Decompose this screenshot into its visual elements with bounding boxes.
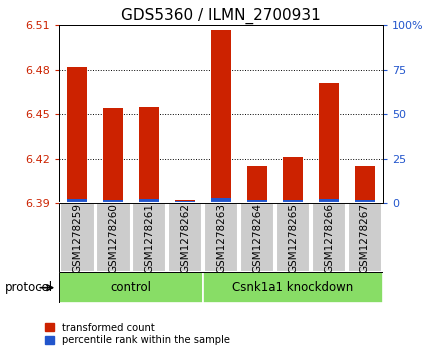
Text: protocol: protocol bbox=[4, 281, 52, 294]
Text: GSM1278267: GSM1278267 bbox=[360, 203, 370, 273]
Bar bbox=[283, 200, 303, 203]
Text: Csnk1a1 knockdown: Csnk1a1 knockdown bbox=[232, 281, 354, 294]
Bar bbox=[175, 201, 195, 203]
Bar bbox=[103, 109, 123, 203]
Text: control: control bbox=[111, 281, 152, 294]
Bar bbox=[211, 198, 231, 203]
Bar bbox=[67, 199, 87, 203]
Text: GSM1278263: GSM1278263 bbox=[216, 203, 226, 273]
Bar bbox=[60, 203, 95, 272]
Bar bbox=[103, 200, 123, 203]
Legend: transformed count, percentile rank within the sample: transformed count, percentile rank withi… bbox=[44, 323, 230, 345]
Text: GSM1278259: GSM1278259 bbox=[72, 203, 82, 273]
Text: GSM1278262: GSM1278262 bbox=[180, 203, 190, 273]
Bar bbox=[96, 203, 131, 272]
Bar bbox=[204, 203, 238, 272]
Bar bbox=[276, 203, 310, 272]
Bar bbox=[319, 199, 339, 203]
Bar bbox=[175, 200, 195, 203]
Bar bbox=[283, 157, 303, 203]
Bar bbox=[240, 203, 274, 272]
Bar bbox=[247, 166, 267, 203]
Text: GSM1278261: GSM1278261 bbox=[144, 203, 154, 273]
Bar bbox=[168, 203, 202, 272]
Text: GSM1278264: GSM1278264 bbox=[252, 203, 262, 273]
Bar bbox=[355, 166, 375, 203]
Bar bbox=[355, 200, 375, 203]
Bar bbox=[319, 83, 339, 203]
Title: GDS5360 / ILMN_2700931: GDS5360 / ILMN_2700931 bbox=[121, 8, 321, 24]
Text: GSM1278265: GSM1278265 bbox=[288, 203, 298, 273]
Bar bbox=[67, 67, 87, 203]
Bar bbox=[312, 203, 346, 272]
Bar bbox=[211, 30, 231, 203]
Bar bbox=[132, 203, 166, 272]
Bar bbox=[139, 107, 159, 203]
Text: GSM1278260: GSM1278260 bbox=[108, 203, 118, 273]
Bar bbox=[348, 203, 382, 272]
Bar bbox=[247, 200, 267, 203]
Text: GSM1278266: GSM1278266 bbox=[324, 203, 334, 273]
Bar bbox=[203, 272, 383, 303]
Bar bbox=[59, 272, 203, 303]
Bar bbox=[139, 199, 159, 203]
